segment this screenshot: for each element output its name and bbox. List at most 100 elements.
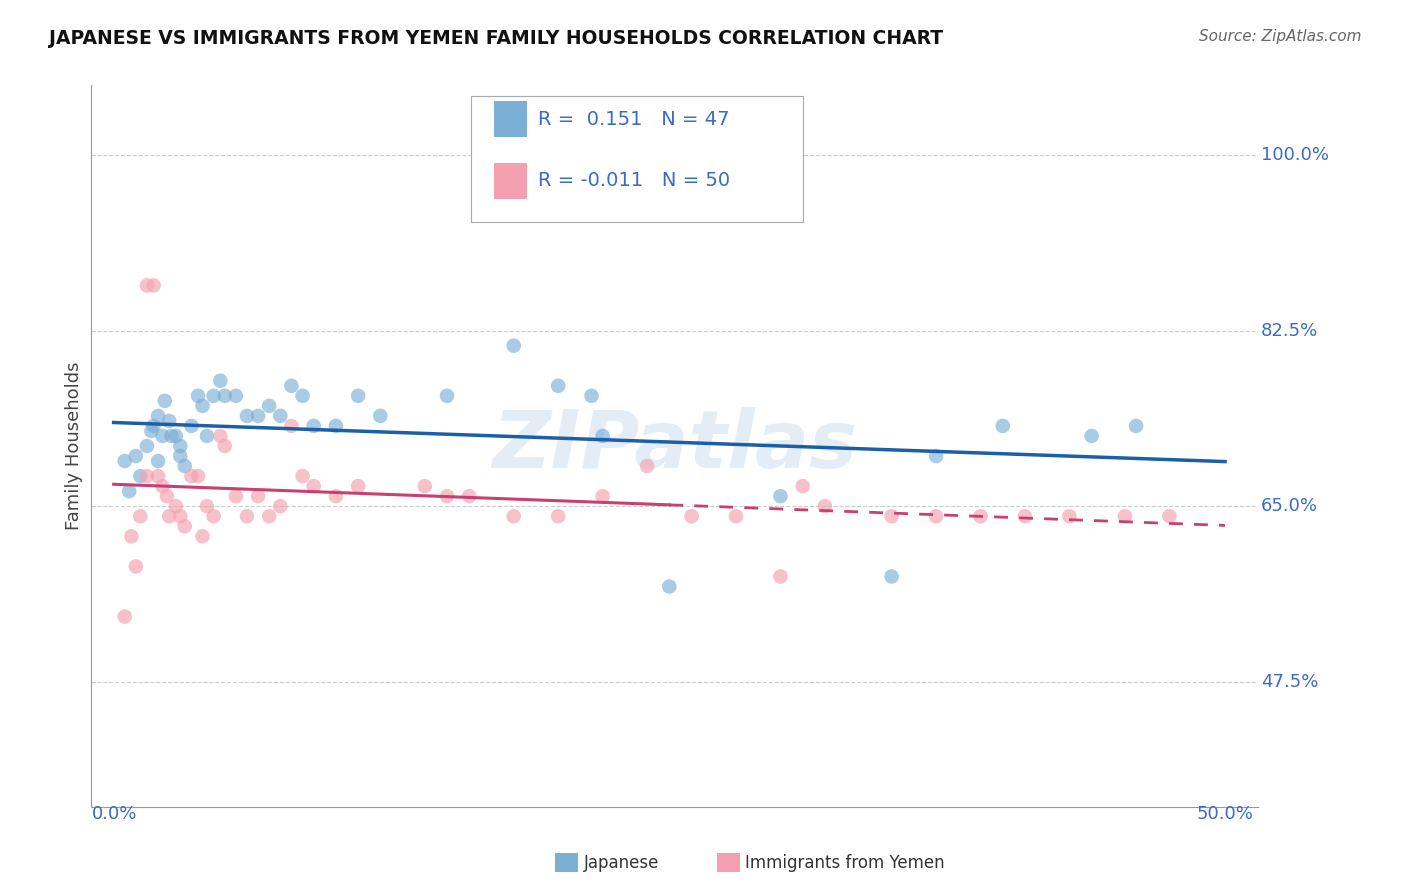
- Point: [191, 529, 214, 543]
- Point: [592, 489, 614, 503]
- Text: R = -0.011   N = 50: R = -0.011 N = 50: [538, 171, 731, 190]
- Point: [209, 429, 232, 443]
- Point: [157, 509, 180, 524]
- Point: [236, 409, 259, 423]
- Point: [413, 479, 436, 493]
- Point: [156, 489, 179, 503]
- Point: [136, 278, 159, 293]
- Point: [547, 379, 569, 393]
- Point: [991, 419, 1014, 434]
- Point: [458, 489, 481, 503]
- Point: [436, 389, 458, 403]
- Point: [125, 449, 148, 463]
- Point: [236, 509, 259, 524]
- Point: [225, 489, 247, 503]
- Point: [280, 379, 302, 393]
- Point: [880, 569, 903, 583]
- Text: 47.5%: 47.5%: [1261, 673, 1317, 690]
- Point: [291, 389, 314, 403]
- Text: 65.0%: 65.0%: [1261, 497, 1317, 516]
- Point: [247, 489, 270, 503]
- Point: [257, 399, 280, 413]
- Point: [581, 389, 603, 403]
- Point: [269, 500, 291, 514]
- Text: JAPANESE VS IMMIGRANTS FROM YEMEN FAMILY HOUSEHOLDS CORRELATION CHART: JAPANESE VS IMMIGRANTS FROM YEMEN FAMILY…: [49, 29, 943, 47]
- Bar: [494, 162, 527, 199]
- Point: [347, 389, 370, 403]
- Point: [142, 419, 165, 434]
- Point: [187, 389, 209, 403]
- Bar: [494, 102, 527, 137]
- Point: [129, 509, 152, 524]
- Point: [165, 429, 187, 443]
- Text: Immigrants from Yemen: Immigrants from Yemen: [745, 854, 945, 871]
- Point: [136, 439, 159, 453]
- Text: R =  0.151   N = 47: R = 0.151 N = 47: [538, 110, 730, 129]
- Point: [1014, 509, 1036, 524]
- Point: [325, 419, 347, 434]
- Point: [114, 454, 136, 468]
- Point: [146, 409, 169, 423]
- Point: [169, 439, 191, 453]
- Point: [792, 479, 814, 493]
- Point: [225, 389, 247, 403]
- Point: [291, 469, 314, 483]
- Point: [129, 469, 152, 483]
- Point: [214, 439, 236, 453]
- Point: [969, 509, 991, 524]
- Point: [247, 409, 270, 423]
- Point: [180, 469, 202, 483]
- Point: [169, 449, 191, 463]
- Point: [142, 278, 165, 293]
- Point: [592, 429, 614, 443]
- Text: 0.0%: 0.0%: [91, 805, 136, 823]
- Text: 100.0%: 100.0%: [1261, 146, 1329, 164]
- Point: [1125, 419, 1147, 434]
- Point: [195, 500, 218, 514]
- Point: [180, 419, 202, 434]
- Point: [280, 419, 302, 434]
- Point: [724, 509, 747, 524]
- Point: [118, 484, 141, 499]
- Point: [436, 489, 458, 503]
- Point: [136, 469, 159, 483]
- Point: [125, 559, 148, 574]
- Point: [302, 419, 325, 434]
- Point: [370, 409, 392, 423]
- Point: [769, 489, 792, 503]
- Point: [325, 489, 347, 503]
- Point: [502, 509, 524, 524]
- Point: [769, 569, 792, 583]
- FancyBboxPatch shape: [471, 95, 803, 222]
- Point: [814, 500, 837, 514]
- Point: [257, 509, 280, 524]
- Point: [547, 509, 569, 524]
- Text: 82.5%: 82.5%: [1261, 322, 1317, 340]
- Point: [1159, 509, 1181, 524]
- Point: [146, 469, 169, 483]
- Point: [191, 399, 214, 413]
- Y-axis label: Family Households: Family Households: [65, 362, 83, 530]
- Point: [681, 509, 703, 524]
- Text: 50.0%: 50.0%: [1197, 805, 1254, 823]
- Point: [152, 479, 174, 493]
- Point: [157, 414, 180, 428]
- Point: [925, 449, 948, 463]
- Point: [269, 409, 291, 423]
- Point: [165, 500, 187, 514]
- Point: [502, 338, 524, 352]
- Text: ZIPatlas: ZIPatlas: [492, 407, 858, 485]
- Point: [120, 529, 142, 543]
- Point: [1114, 509, 1136, 524]
- Point: [202, 509, 225, 524]
- Point: [658, 580, 681, 594]
- Point: [153, 393, 176, 408]
- Point: [347, 479, 370, 493]
- Point: [214, 389, 236, 403]
- Point: [195, 429, 218, 443]
- Point: [302, 479, 325, 493]
- Point: [141, 424, 163, 438]
- Point: [169, 509, 191, 524]
- Point: [209, 374, 232, 388]
- Point: [636, 459, 658, 474]
